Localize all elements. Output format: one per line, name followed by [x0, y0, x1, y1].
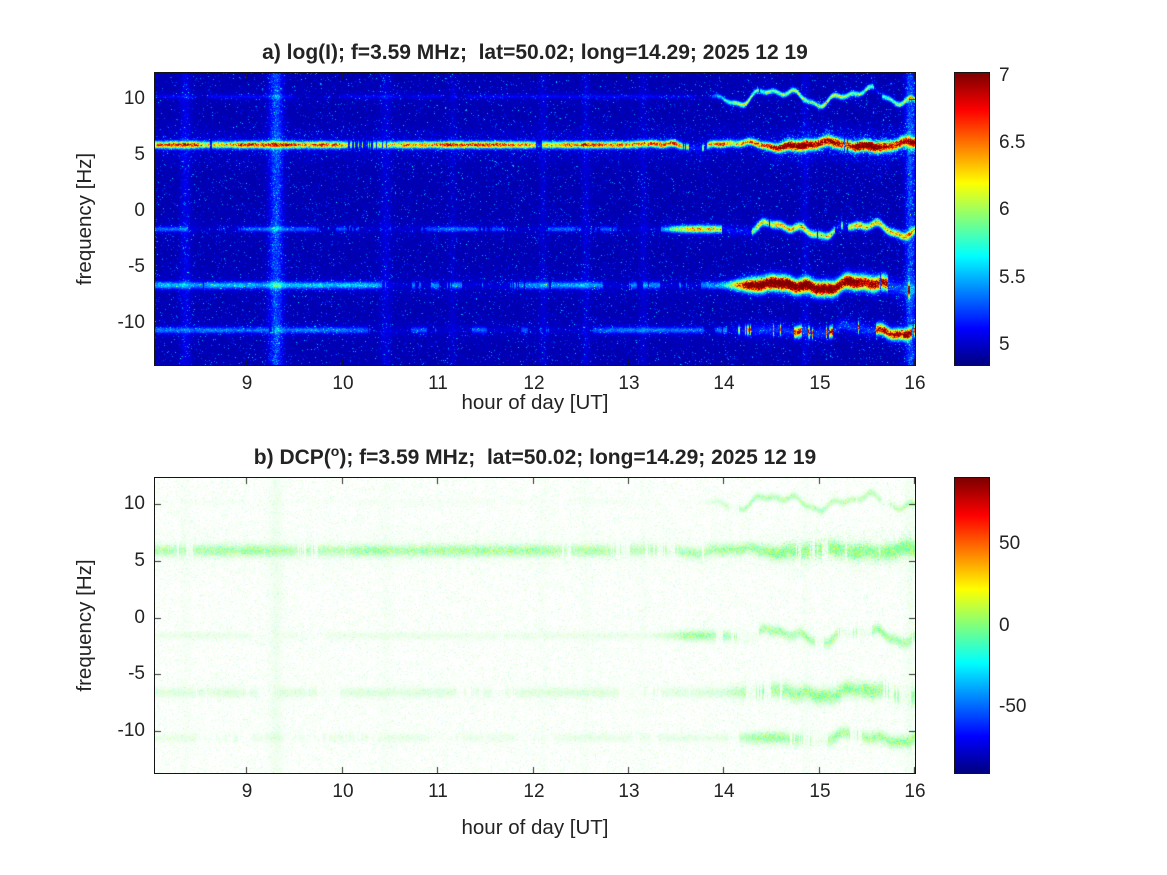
panel-b-title-suffix: ); f=3.59 MHz; lat=50.02; long=14.29; 20… [339, 446, 817, 469]
y-tick-label: 10 [123, 493, 145, 514]
panel-b-colorbar-canvas [955, 478, 989, 773]
colorbar-tick-label: 6 [999, 199, 1010, 220]
y-tick-label: 5 [134, 144, 145, 165]
x-tick-label: 12 [523, 781, 545, 802]
panel-a-heatmap-canvas [155, 73, 915, 365]
x-tick-label: 12 [523, 373, 545, 394]
x-tick-label: 10 [332, 373, 354, 394]
x-tick-label: 9 [241, 373, 253, 394]
colorbar-tick-label: 50 [999, 533, 1021, 554]
y-tick-label: -10 [117, 720, 145, 741]
y-tick-label: -5 [128, 256, 145, 277]
panel-a-title-text: a) log(I); f=3.59 MHz; lat=50.02; long=1… [262, 41, 808, 64]
y-tick-label: 0 [134, 200, 145, 221]
x-tick-label: 10 [332, 781, 354, 802]
x-tick-label: 15 [809, 373, 831, 394]
x-tick-label: 13 [618, 373, 640, 394]
x-tick-label: 14 [713, 781, 735, 802]
panel-b-x-axis-label: hour of day [UT] [461, 816, 609, 839]
panel-b-title: b) DCP(o); f=3.59 MHz; lat=50.02; long=1… [155, 443, 915, 470]
colorbar-tick-label: 6.5 [999, 132, 1026, 153]
colorbar-tick-label: 0 [999, 615, 1010, 636]
panel-a-heatmap [154, 72, 916, 366]
colorbar-tick-label: -50 [999, 696, 1027, 717]
y-tick-label: 5 [134, 550, 145, 571]
x-tick-label: 14 [713, 373, 735, 394]
panel-b-heatmap [154, 477, 916, 774]
x-tick-label: 13 [618, 781, 640, 802]
y-tick-label: -10 [117, 312, 145, 333]
panel-a-title: a) log(I); f=3.59 MHz; lat=50.02; long=1… [155, 38, 915, 65]
panel-b-heatmap-canvas [155, 478, 915, 773]
panel-b-title-sup: o [330, 443, 340, 459]
x-tick-label: 15 [809, 781, 831, 802]
y-tick-label: 0 [134, 607, 145, 628]
panel-a-colorbar [954, 72, 990, 366]
y-tick-label: 10 [123, 88, 145, 109]
x-tick-label: 11 [428, 373, 448, 394]
colorbar-tick-label: 5.5 [999, 267, 1026, 288]
x-tick-label: 9 [241, 781, 253, 802]
colorbar-tick-label: 7 [999, 65, 1010, 86]
panel-b-colorbar [954, 477, 990, 774]
y-tick-label: -5 [128, 663, 145, 684]
panel-b-y-axis-label: frequency [Hz] [73, 559, 96, 692]
panel-a-colorbar-canvas [955, 73, 989, 365]
panel-b-title-text: b) DCP( [253, 446, 331, 469]
x-tick-label: 16 [904, 781, 926, 802]
panel-a-x-axis-label: hour of day [UT] [461, 391, 609, 414]
x-tick-label: 11 [428, 781, 448, 802]
panel-a-y-axis-label: frequency [Hz] [73, 152, 96, 286]
x-tick-label: 16 [904, 373, 926, 394]
colorbar-tick-label: 5 [999, 334, 1010, 355]
